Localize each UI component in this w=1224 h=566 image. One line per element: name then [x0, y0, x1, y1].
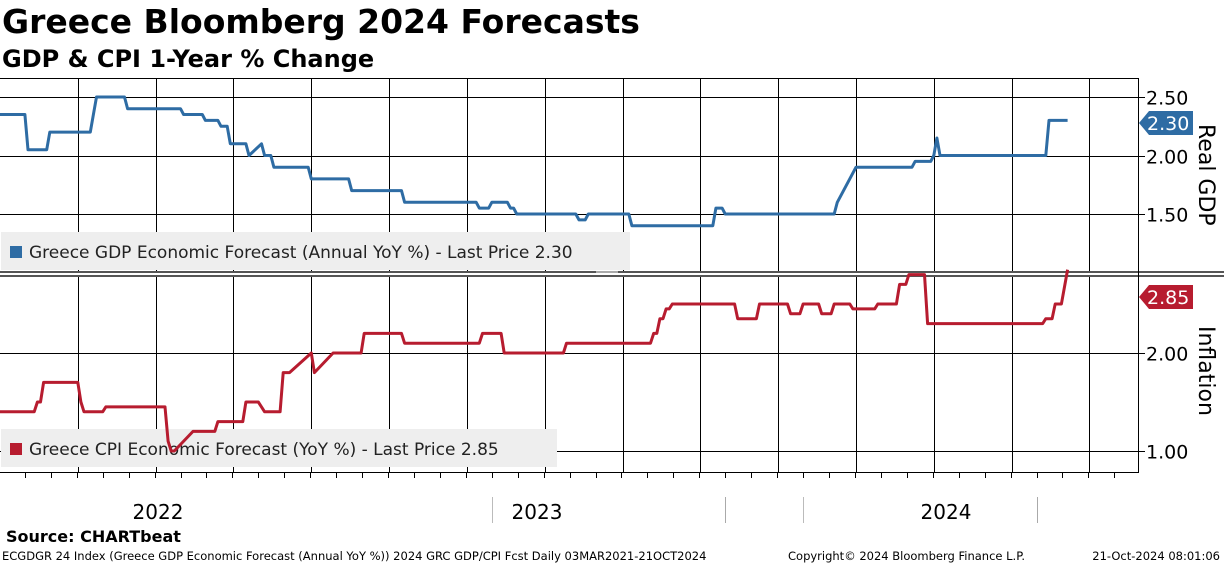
gdp-y-tick-label: 1.50: [1146, 205, 1188, 227]
gdp-last-price-label: 2.30: [1147, 113, 1189, 135]
footer-description: ECGDGR 24 Index (Greece GDP Economic For…: [2, 549, 707, 563]
top-panel-frame: [0, 78, 1139, 79]
source-note: Source: CHARTbeat: [6, 527, 181, 546]
x-year-label: 2023: [512, 500, 563, 524]
gdp-last-price-badge: [1139, 111, 1193, 135]
cpi-last-price-badge: [1139, 285, 1193, 309]
gdp-series-line: [0, 95, 1068, 228]
gdp-y-tick-label: 2.00: [1146, 147, 1188, 169]
cpi-legend-swatch: [10, 443, 22, 455]
x-axis: 2022 2023 2024: [0, 472, 1139, 524]
chart-subtitle: GDP & CPI 1-Year % Change: [2, 45, 375, 73]
gdp-y-axis: 1.50 2.00 2.50: [1139, 88, 1188, 227]
right-axis-line: [1138, 78, 1139, 473]
gdp-legend-box: [1, 232, 630, 270]
footer-timestamp: 21-Oct-2024 08:01:06: [1092, 549, 1220, 563]
gdp-legend-swatch: [10, 246, 22, 258]
gdp-legend-text: Greece GDP Economic Forecast (Annual YoY…: [29, 243, 573, 263]
cpi-legend-box: [1, 429, 557, 467]
cpi-legend-text: Greece CPI Economic Forecast (YoY %) - L…: [29, 440, 499, 460]
gdp-y-tick-label: 2.50: [1146, 88, 1188, 110]
panel-divider: [0, 271, 1224, 277]
chart-title: Greece Bloomberg 2024 Forecasts: [2, 2, 640, 41]
x-year-label: 2022: [133, 500, 184, 524]
x-year-label: 2024: [921, 500, 972, 524]
gdp-y-axis-title: Real GDP: [1193, 124, 1218, 226]
cpi-y-tick-label: 2.00: [1146, 344, 1188, 366]
cpi-series-line: [0, 269, 1070, 453]
footer-copyright: Copyright© 2024 Bloomberg Finance L.P.: [788, 549, 1025, 563]
cpi-y-tick-label: 1.00: [1146, 442, 1188, 464]
cpi-last-price-label: 2.85: [1147, 287, 1189, 309]
cpi-y-axis: 1.00 2.00: [1139, 344, 1188, 464]
top-panel: Greece GDP Economic Forecast (Annual YoY…: [0, 88, 1218, 270]
bottom-panel: Greece CPI Economic Forecast (YoY %) - L…: [0, 269, 1218, 467]
cpi-y-axis-title: Inflation: [1193, 326, 1218, 416]
